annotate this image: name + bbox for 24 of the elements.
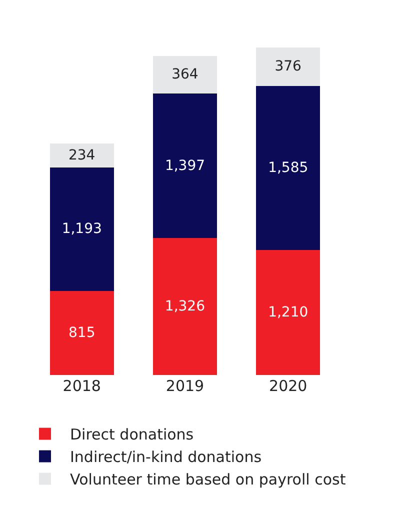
x-tick-label: 2018 [62, 377, 101, 395]
bar [256, 86, 320, 250]
data-label: 1,326 [164, 298, 206, 314]
legend-label: Indirect/in-kind donations [70, 448, 262, 466]
data-label: 1,397 [164, 158, 206, 174]
bar [256, 250, 320, 375]
x-tick-label: 2020 [269, 377, 308, 395]
bar [153, 94, 217, 238]
data-label: 376 [274, 58, 302, 75]
data-label: 815 [68, 324, 96, 341]
bar [256, 47, 320, 86]
bar [50, 143, 114, 168]
bar [153, 56, 217, 94]
data-label: 1,210 [268, 304, 308, 320]
data-label: 1,193 [62, 221, 102, 238]
data-label: 234 [68, 147, 96, 164]
bar [50, 167, 114, 291]
legend-label: Direct donations [70, 426, 194, 444]
bar [153, 238, 217, 375]
data-label: 364 [172, 66, 198, 83]
legend-label: Volunteer time based on payroll cost [70, 470, 346, 489]
x-tick-label: 2019 [166, 377, 204, 395]
bar [50, 290, 114, 375]
data-label: 1,585 [268, 160, 308, 176]
